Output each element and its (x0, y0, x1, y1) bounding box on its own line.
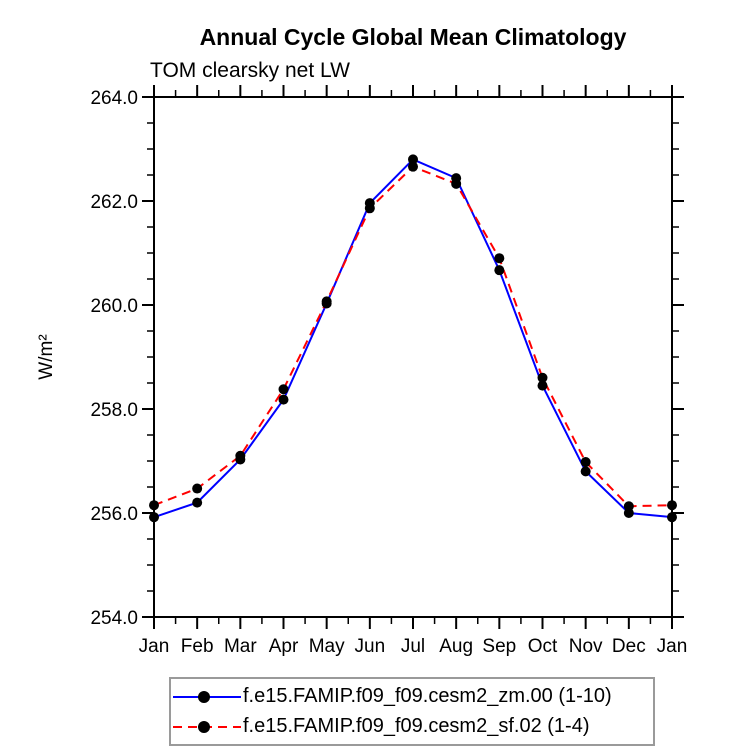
svg-text:Sep: Sep (482, 636, 516, 657)
svg-text:262.0: 262.0 (90, 192, 138, 213)
svg-text:254.0: 254.0 (90, 608, 138, 629)
chart-title: Annual Cycle Global Mean Climatology (199, 24, 627, 50)
svg-text:Nov: Nov (569, 636, 603, 657)
svg-text:Jul: Jul (401, 636, 425, 657)
legend-item-zm00: f.e15.FAMIP.f09_f09.cesm2_zm.00 (1-10) (171, 682, 653, 712)
svg-text:Aug: Aug (439, 636, 473, 657)
legend-box: f.e15.FAMIP.f09_f09.cesm2_zm.00 (1-10) f… (169, 677, 655, 746)
legend-item-sf02: f.e15.FAMIP.f09_f09.cesm2_sf.02 (1-4) (171, 712, 653, 742)
svg-text:Oct: Oct (528, 636, 558, 657)
legend-line-sample-blue (173, 690, 241, 703)
svg-text:Mar: Mar (224, 636, 257, 657)
plot-area: 254.0 256.0 258.0 260.0 262.0 264.0 Jan Feb Mar A… (36, 85, 688, 657)
legend-label-zm00: f.e15.FAMIP.f09_f09.cesm2_zm.00 (1-10) (243, 685, 612, 707)
chart-subtitle: TOM clearsky net LW (150, 59, 350, 82)
svg-text:Jan: Jan (657, 636, 688, 657)
svg-text:256.0: 256.0 (90, 504, 138, 525)
legend-line-sample-red (173, 720, 241, 733)
svg-text:Jan: Jan (139, 636, 170, 657)
svg-text:Dec: Dec (612, 636, 646, 657)
svg-text:Jun: Jun (355, 636, 386, 657)
legend-label-sf02: f.e15.FAMIP.f09_f09.cesm2_sf.02 (1-4) (243, 715, 590, 737)
svg-text:264.0: 264.0 (90, 88, 138, 109)
svg-text:May: May (309, 636, 345, 657)
svg-text:260.0: 260.0 (90, 296, 138, 317)
svg-text:W/m²: W/m² (36, 334, 57, 379)
svg-text:Apr: Apr (269, 636, 299, 657)
svg-text:Feb: Feb (181, 636, 214, 657)
svg-text:258.0: 258.0 (90, 400, 138, 421)
